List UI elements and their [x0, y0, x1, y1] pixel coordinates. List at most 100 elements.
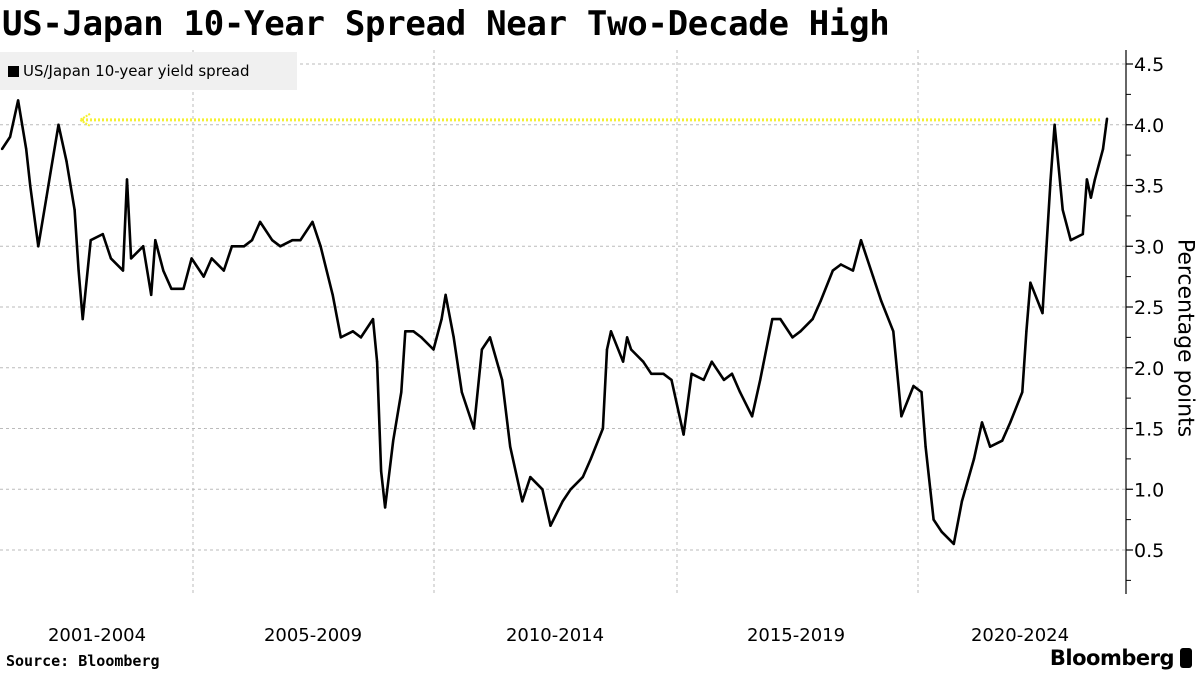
data-point — [581, 475, 584, 479]
data-point — [609, 330, 613, 333]
data-point — [900, 415, 903, 418]
data-point — [150, 293, 153, 297]
data-point — [400, 390, 403, 394]
data-point — [170, 287, 173, 290]
data-point — [642, 360, 645, 363]
data-point — [1049, 178, 1052, 181]
data-point — [351, 330, 355, 333]
data-point — [779, 317, 782, 321]
data-point — [65, 160, 68, 163]
data-point — [859, 238, 863, 242]
data-point — [379, 469, 383, 473]
data-point — [831, 269, 834, 272]
data-point — [141, 245, 145, 248]
data-point — [529, 475, 532, 479]
data-point — [89, 238, 92, 242]
source-note: Source: Bloomberg — [6, 652, 160, 670]
x-tick-label: 2015-2019 — [747, 625, 845, 646]
data-point — [722, 378, 726, 382]
data-point — [1041, 311, 1044, 315]
data-point — [480, 348, 484, 351]
data-point — [190, 257, 193, 260]
y-tick-label: 1.5 — [1134, 419, 1164, 441]
data-point — [952, 542, 955, 546]
data-point — [24, 147, 28, 151]
data-point — [799, 330, 802, 333]
data-point — [879, 299, 883, 303]
data-point — [129, 257, 133, 260]
legend-swatch — [8, 65, 19, 77]
data-point — [16, 99, 20, 102]
brand-name: Bloomberg — [1049, 646, 1175, 670]
series-line-us-japan-spread — [0, 99, 1109, 546]
data-point — [972, 457, 976, 461]
data-point — [230, 245, 234, 248]
data-point — [1045, 245, 1048, 248]
data-point — [73, 208, 76, 211]
data-point — [819, 299, 822, 303]
data-point — [45, 196, 48, 199]
data-point — [371, 317, 375, 321]
data-point — [541, 488, 544, 491]
data-point — [162, 269, 165, 272]
data-point — [452, 336, 455, 339]
data-point — [710, 360, 714, 363]
reference-arrow-icon — [78, 113, 91, 127]
data-point — [109, 257, 113, 260]
data-point — [1029, 281, 1032, 284]
data-point — [988, 445, 992, 448]
data-point — [662, 372, 665, 376]
data-point — [912, 384, 915, 388]
data-point — [549, 524, 552, 527]
data-point — [871, 275, 875, 278]
x-axis: 2001-2004 2005-2009 2010-2014 2015-2019 2020… — [48, 625, 1069, 646]
data-point — [1061, 208, 1064, 211]
gridlines — [0, 50, 1126, 596]
data-point — [1101, 147, 1105, 151]
data-point — [621, 360, 625, 363]
y-tick-label: 4.0 — [1134, 115, 1164, 137]
data-point — [960, 500, 964, 503]
data-point — [420, 336, 423, 339]
data-point — [242, 245, 246, 248]
data-point — [771, 317, 774, 321]
y-tick-label: 3.5 — [1134, 176, 1164, 198]
data-point — [182, 287, 185, 290]
data-point — [589, 457, 593, 461]
data-point — [892, 330, 895, 333]
data-point — [29, 184, 32, 187]
data-point — [851, 269, 855, 272]
data-point — [500, 378, 504, 382]
data-point — [121, 269, 125, 272]
data-point — [81, 317, 84, 321]
data-point — [1000, 439, 1004, 442]
data-point — [339, 336, 342, 339]
data-point — [682, 433, 685, 436]
data-point — [432, 348, 435, 351]
data-point — [460, 390, 463, 394]
data-point — [629, 348, 633, 351]
data-point — [271, 238, 274, 242]
data-point — [759, 378, 762, 382]
y-axis-label: Percentage points — [1172, 238, 1198, 438]
data-point — [291, 238, 294, 242]
brand-logo: Bloomberg — [1050, 646, 1192, 670]
y-tick-label: 2.0 — [1134, 358, 1164, 380]
data-point — [412, 330, 415, 333]
data-point — [839, 263, 843, 266]
data-point — [1093, 178, 1097, 181]
data-point — [210, 257, 213, 260]
data-point — [1089, 196, 1093, 199]
data-point — [1069, 238, 1072, 242]
y-tick-label: 4.5 — [1134, 54, 1164, 76]
data-point — [375, 360, 379, 363]
legend: US/Japan 10-year yield spread — [0, 52, 297, 90]
data-point — [569, 488, 572, 491]
data-point — [1105, 117, 1109, 120]
data-point — [1053, 123, 1056, 126]
y-tick-label: 3.0 — [1134, 236, 1164, 258]
data-point — [299, 238, 302, 242]
data-point — [690, 372, 693, 376]
data-point — [1009, 421, 1012, 424]
